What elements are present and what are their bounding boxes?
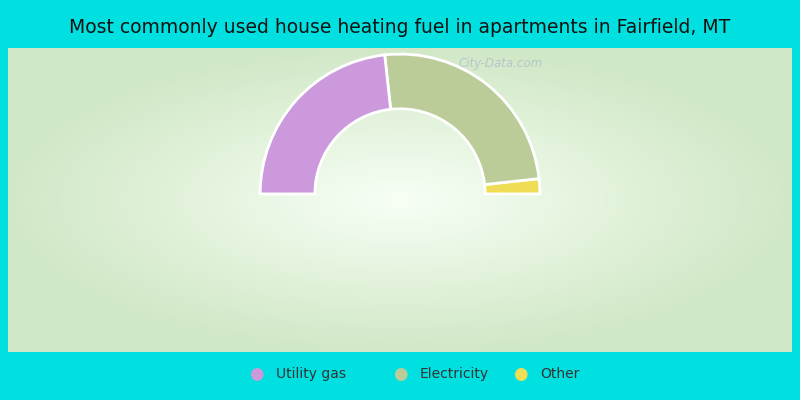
Text: ●: ● xyxy=(393,365,407,383)
Text: Utility gas: Utility gas xyxy=(276,367,346,381)
Text: City-Data.com: City-Data.com xyxy=(458,57,543,70)
Wedge shape xyxy=(385,54,539,184)
Wedge shape xyxy=(485,178,540,194)
Text: Other: Other xyxy=(540,367,579,381)
Text: ●: ● xyxy=(513,365,527,383)
Wedge shape xyxy=(260,55,390,194)
Text: Electricity: Electricity xyxy=(420,367,489,381)
Text: ●: ● xyxy=(249,365,263,383)
Text: Most commonly used house heating fuel in apartments in Fairfield, MT: Most commonly used house heating fuel in… xyxy=(70,18,730,37)
